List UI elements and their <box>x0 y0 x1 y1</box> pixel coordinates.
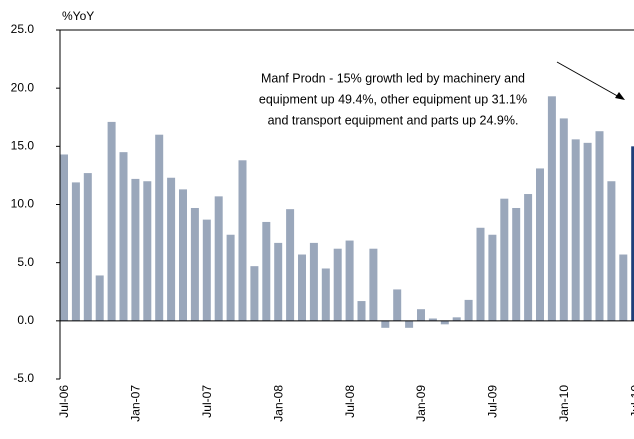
bar <box>298 254 306 321</box>
bar <box>71 182 80 321</box>
bar <box>524 194 533 321</box>
bar <box>464 299 473 321</box>
bar <box>417 309 425 321</box>
bar <box>226 234 235 321</box>
bar <box>179 189 187 321</box>
x-tick-label: Jul-06 <box>57 385 71 418</box>
bar <box>321 268 330 321</box>
bar <box>119 152 128 321</box>
bar <box>559 118 568 321</box>
bar <box>595 131 604 321</box>
bar <box>452 317 461 321</box>
bar <box>583 142 592 321</box>
bar <box>536 168 544 321</box>
bar <box>405 320 414 328</box>
bar <box>155 134 164 321</box>
y-axis-label: %YoY <box>62 9 94 23</box>
bar <box>262 221 271 321</box>
bar <box>143 181 152 321</box>
bar <box>274 242 283 321</box>
bar <box>393 289 402 321</box>
bar <box>500 198 509 321</box>
bar <box>440 320 449 325</box>
bar <box>214 196 223 321</box>
arrow <box>556 61 622 99</box>
bar <box>428 318 437 321</box>
y-tick-label: 5.0 <box>17 255 34 269</box>
bar <box>488 234 497 321</box>
x-tick-label: Jul-10 <box>628 385 634 418</box>
bar <box>167 177 176 321</box>
x-tick-label: Jul-08 <box>343 385 357 418</box>
bar <box>107 121 116 321</box>
annotation: Manf Prodn - 15% growth led by machinery… <box>261 71 525 85</box>
y-tick-label: 25.0 <box>11 22 35 36</box>
y-tick-label: 0.0 <box>17 313 34 327</box>
bar <box>381 320 390 328</box>
bar <box>619 254 628 321</box>
y-tick-label: 15.0 <box>11 139 35 153</box>
annotation: equipment up 49.4%, other equipment up 3… <box>259 92 527 106</box>
y-tick-label: -5.0 <box>13 371 34 385</box>
x-tick-label: Jan-08 <box>271 385 285 422</box>
x-tick-label: Jul-09 <box>486 385 500 418</box>
bar <box>631 146 634 321</box>
bar <box>607 181 616 321</box>
x-tick-label: Jan-10 <box>557 385 571 422</box>
annotation: and transport equipment and parts up 24.… <box>268 113 519 127</box>
bar <box>83 173 92 321</box>
arrow-head <box>615 92 625 100</box>
bar <box>512 207 521 321</box>
y-tick-label: 10.0 <box>11 197 35 211</box>
y-tick-label: 20.0 <box>11 80 35 94</box>
bar <box>369 248 378 321</box>
x-tick-label: Jan-07 <box>129 385 143 422</box>
bar <box>131 178 140 321</box>
bar <box>190 207 199 321</box>
bar <box>60 154 68 321</box>
bar <box>202 219 211 321</box>
bar <box>309 242 318 321</box>
bar <box>345 240 354 321</box>
bar <box>333 248 342 321</box>
bar <box>95 275 104 321</box>
bar <box>286 209 295 321</box>
x-tick-label: Jul-07 <box>200 385 214 418</box>
bar <box>250 266 259 321</box>
bar <box>547 96 556 321</box>
bar <box>238 160 247 321</box>
x-tick-label: Jan-09 <box>414 385 428 422</box>
bar <box>357 301 366 321</box>
bar <box>571 139 580 321</box>
bar <box>476 227 485 321</box>
